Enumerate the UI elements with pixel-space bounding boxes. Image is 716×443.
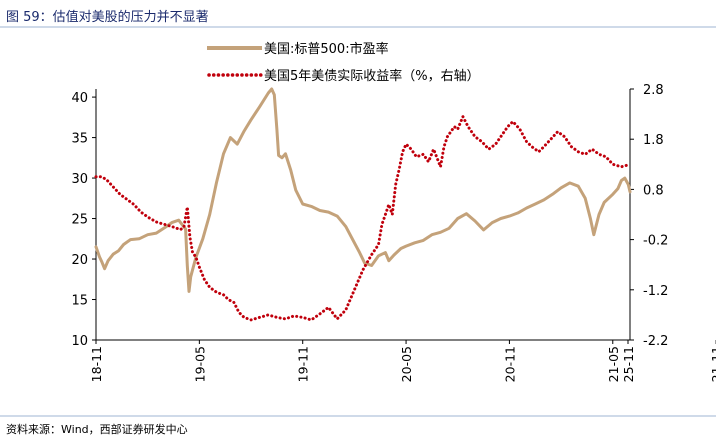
left-y-tick-label: 40 [71, 91, 88, 106]
right-y-tick-label: 2.8 [643, 83, 664, 98]
x-tick-label: 20-11 [502, 346, 517, 382]
left-y-tick-label: 10 [71, 334, 88, 349]
x-tick-label: 21-11 [709, 346, 716, 382]
series-line-pe-ratio [94, 87, 632, 293]
data-series [94, 87, 632, 322]
tick-labels: 10 15 20 25 30 35 40 -2.2 -1.2 -0.2 0.8 1.8 2.8 18-11… [71, 83, 716, 382]
source-note: 资料来源：Wind，西部证券研发中心 [6, 422, 188, 436]
left-y-tick-label: 35 [71, 132, 88, 147]
left-y-tick-label: 25 [71, 213, 88, 228]
x-tick-label: 19-05 [192, 346, 207, 382]
series-line-real-yield [94, 113, 632, 322]
left-y-tick-label: 30 [71, 172, 88, 187]
x-tick-label: 21-05 [606, 346, 621, 382]
axes [92, 88, 716, 344]
right-y-tick-label: 1.8 [643, 133, 664, 148]
left-y-tick-label: 20 [71, 253, 88, 268]
legend-label-pe-ratio: 美国:标普500:市盈率 [264, 41, 389, 57]
x-tick-label: 18-11 [89, 346, 104, 382]
figure-title: 图 59：估值对美股的压力并不显著 [6, 9, 209, 25]
left-y-tick-label: 15 [71, 294, 88, 309]
x-tick-label: 25-11 [621, 346, 636, 382]
legend-label-real-yield: 美国5年美债实际收益率（%，右轴） [264, 68, 480, 84]
right-y-tick-label: -2.2 [643, 334, 668, 349]
x-tick-label: 19-11 [296, 346, 311, 382]
right-y-tick-label: -1.2 [643, 284, 668, 299]
x-tick-label: 20-05 [399, 346, 414, 382]
right-y-tick-label: 0.8 [643, 183, 664, 198]
right-y-tick-label: -0.2 [643, 234, 668, 249]
legend: 美国:标普500:市盈率 美国5年美债实际收益率（%，右轴） [207, 41, 480, 84]
